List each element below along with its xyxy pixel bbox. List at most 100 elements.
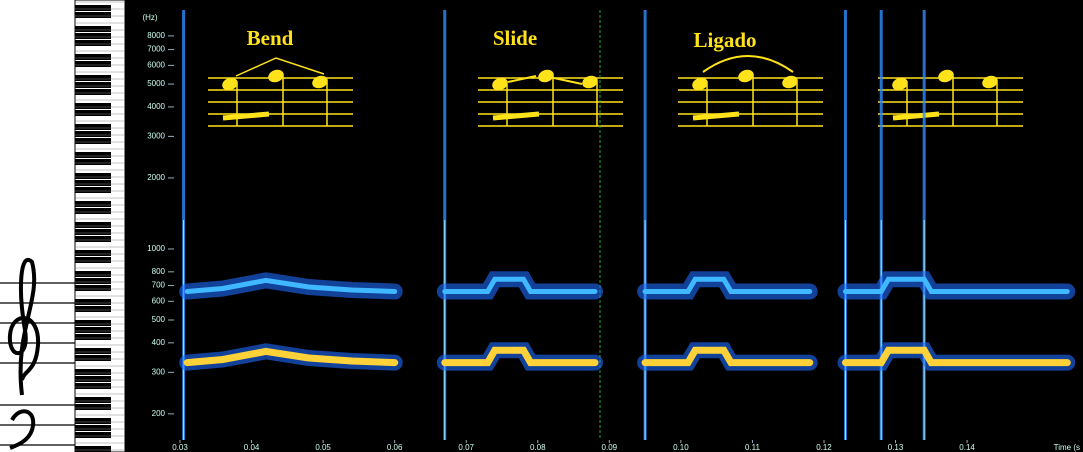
y-tick-label: 2000 (147, 173, 165, 182)
black-key (75, 208, 111, 214)
note (938, 69, 954, 83)
black-key (75, 26, 111, 32)
black-key (75, 327, 111, 333)
y-tick-label: 600 (152, 296, 166, 305)
bend-mark (235, 57, 325, 77)
x-tick-label: 0.07 (458, 443, 474, 452)
black-key (75, 229, 111, 235)
beam (492, 111, 540, 121)
y-tick-label: 700 (152, 281, 166, 290)
x-tick-label: 0.04 (244, 443, 260, 452)
black-key (75, 404, 111, 410)
black-key (75, 124, 111, 130)
black-key (75, 187, 111, 193)
notation (208, 55, 1023, 127)
y-tick-label: 300 (152, 367, 166, 376)
y-tick-label: 1000 (147, 244, 165, 253)
note (982, 75, 998, 89)
black-key (75, 320, 111, 326)
x-tick-label: 0.13 (888, 443, 904, 452)
black-key (75, 40, 111, 46)
plot-bg (125, 0, 1083, 452)
black-key (75, 432, 111, 438)
beam (692, 111, 740, 121)
black-key (75, 369, 111, 375)
y-tick-label: 6000 (147, 60, 165, 69)
y-tick-label: 5000 (147, 79, 165, 88)
beam (222, 111, 270, 121)
note (312, 75, 328, 89)
black-key (75, 33, 111, 39)
y-tick-label: 200 (152, 409, 166, 418)
note (582, 75, 598, 89)
black-key (75, 271, 111, 277)
annotation: Ligado (693, 28, 756, 52)
x-tick-label: 0.06 (387, 443, 403, 452)
slide-mark (553, 77, 583, 85)
black-key (75, 299, 111, 305)
clef-staff (0, 257, 75, 450)
black-key (75, 131, 111, 137)
black-key (75, 152, 111, 158)
black-key (75, 159, 111, 165)
note (268, 69, 284, 83)
black-key (75, 138, 111, 144)
y-tick-label: 8000 (147, 31, 165, 40)
black-key (75, 89, 111, 95)
black-key (75, 397, 111, 403)
black-key (75, 180, 111, 186)
black-key (75, 250, 111, 256)
black-key (75, 201, 111, 207)
annotation: Bend (247, 26, 294, 50)
black-key (75, 12, 111, 18)
black-key (75, 75, 111, 81)
note (492, 77, 508, 91)
black-key (75, 306, 111, 312)
note (692, 77, 708, 91)
y-tick-label: 500 (152, 315, 166, 324)
black-key (75, 418, 111, 424)
black-key (75, 446, 111, 452)
black-key (75, 222, 111, 228)
x-tick-label: 0.11 (745, 443, 761, 452)
trace (184, 276, 1070, 294)
black-key (75, 425, 111, 431)
y-axis-label: (Hz) (142, 13, 157, 22)
beam (892, 111, 940, 121)
black-key (75, 334, 111, 340)
black-key (75, 257, 111, 263)
note (222, 77, 238, 91)
piano-keyboard (74, 0, 126, 452)
black-key (75, 54, 111, 60)
note (538, 69, 554, 83)
x-tick-label: 0.14 (959, 443, 975, 452)
slur (702, 55, 794, 73)
slide-mark (507, 75, 537, 83)
note (892, 77, 908, 91)
black-key (75, 285, 111, 291)
black-key (75, 383, 111, 389)
x-axis-label: Time (s (1054, 443, 1080, 452)
x-tick-label: 0.09 (602, 443, 618, 452)
y-tick-label: 7000 (147, 45, 165, 54)
note (782, 75, 798, 89)
black-key (75, 110, 111, 116)
black-key (75, 355, 111, 361)
x-tick-label: 0.03 (172, 443, 188, 452)
black-key (75, 173, 111, 179)
black-key (75, 348, 111, 354)
trace (183, 346, 1071, 367)
black-key (75, 236, 111, 242)
x-tick-label: 0.05 (315, 443, 331, 452)
y-tick-label: 800 (152, 267, 166, 276)
black-key (75, 376, 111, 382)
annotation: Slide (493, 26, 537, 50)
black-key (75, 61, 111, 67)
y-tick-label: 4000 (147, 102, 165, 111)
x-tick-label: 0.12 (816, 443, 832, 452)
y-tick-label: 3000 (147, 132, 165, 141)
black-key (75, 5, 111, 11)
black-key (75, 82, 111, 88)
note (738, 69, 754, 83)
